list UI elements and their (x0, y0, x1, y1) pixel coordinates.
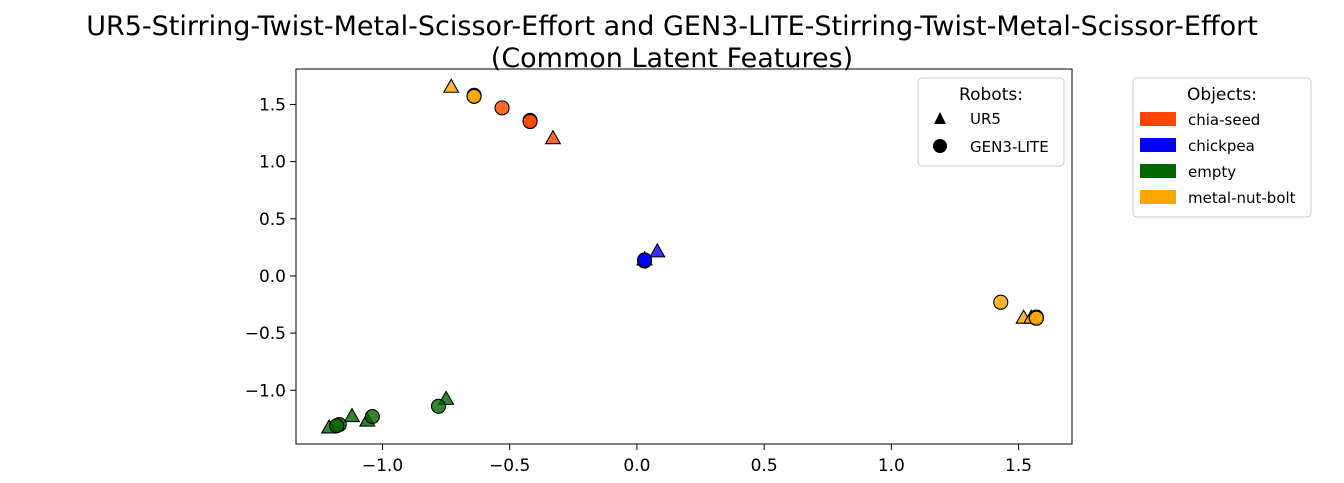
legend-label-chia-seed: chia-seed (1188, 111, 1260, 129)
y-tick-label: 1.5 (259, 95, 286, 115)
legend-label-gen3-lite: GEN3-LITE (970, 138, 1049, 156)
data-point-gen3-lite-empty (329, 418, 345, 434)
legend-swatch-metal-nut-bolt (1140, 190, 1176, 204)
x-tick-label: −0.5 (489, 456, 530, 476)
data-point-gen3-lite-metal-nut-bolt (466, 88, 482, 104)
legend-swatch-chia-seed (1140, 112, 1176, 126)
data-point-gen3-lite-chia-seed (494, 100, 510, 116)
x-tick-label: −1.0 (362, 456, 403, 476)
legend-label-ur5: UR5 (970, 110, 1001, 128)
plot-points (320, 78, 1044, 434)
objects-legend: Objects: chia-seed chickpea empty metal-nut… (1132, 77, 1312, 218)
y-tick-label: 0.5 (259, 210, 286, 230)
x-tick-label: 0.5 (751, 456, 778, 476)
robots-legend: Robots: UR5 GEN3-LITE (917, 77, 1065, 167)
data-point-gen3-lite-metal-nut-bolt (1028, 310, 1044, 326)
data-point-gen3-lite-empty (430, 398, 447, 414)
data-point-gen3-lite-chickpea (637, 252, 653, 268)
x-tick-label: 0.0 (623, 456, 650, 476)
y-tick-label: −0.5 (245, 324, 286, 344)
legend-swatch-empty (1140, 164, 1176, 178)
y-tick-label: −1.0 (245, 381, 286, 401)
x-tick-label: 1.5 (1005, 456, 1032, 476)
legend-label-chickpea: chickpea (1188, 137, 1255, 155)
robots-legend-title: Robots: (959, 85, 1023, 105)
legend-label-metal-nut-bolt: metal-nut-bolt (1188, 189, 1296, 207)
x-tick-label: 1.0 (878, 456, 905, 476)
data-point-gen3-lite-empty (364, 409, 380, 425)
legend-label-empty: empty (1188, 163, 1236, 181)
y-tick-label: 0.0 (259, 267, 286, 287)
robots-legend-box (917, 77, 1065, 167)
legend-triangle-marker (934, 112, 946, 124)
plot-frame (295, 68, 1073, 445)
legend-circle-marker (933, 139, 947, 153)
data-point-ur5-metal-nut-bolt (442, 78, 460, 93)
legend-swatch-chickpea (1140, 138, 1176, 152)
axes: −1.0 −0.5 0.0 0.5 1.0 1.5 −1.0 −0.5 0.0 0.5 1.0 1.5 (245, 95, 1032, 476)
objects-legend-box (1132, 77, 1312, 218)
data-point-ur5-chickpea (648, 242, 666, 258)
data-point-ur5-chia-seed (544, 129, 562, 145)
objects-legend-title: Objects: (1187, 85, 1257, 105)
data-point-ur5-empty (343, 407, 361, 423)
y-tick-label: 1.0 (259, 153, 286, 173)
data-point-gen3-lite-metal-nut-bolt (993, 294, 1009, 310)
chart-title-line-1: UR5-Stirring-Twist-Metal-Scissor-Effort … (86, 11, 1258, 42)
data-point-gen3-lite-chia-seed (522, 114, 538, 130)
